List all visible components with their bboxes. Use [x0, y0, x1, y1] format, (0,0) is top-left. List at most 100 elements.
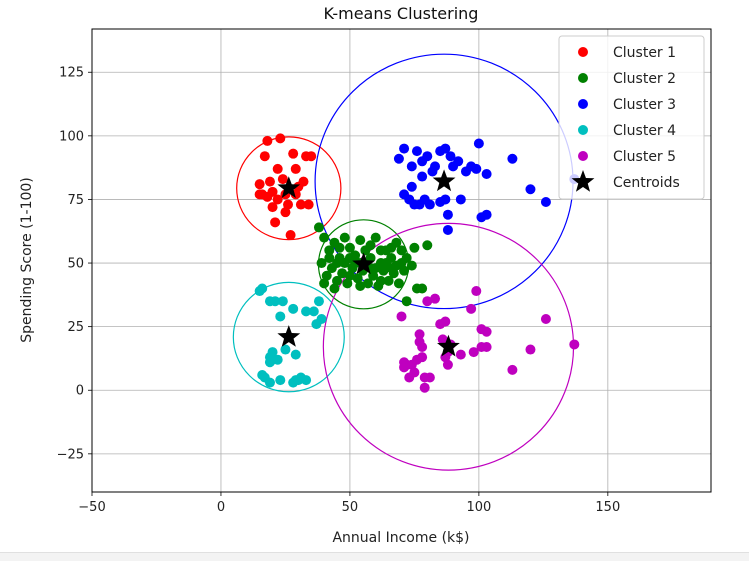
- cluster-1-point: [264, 176, 275, 187]
- cluster-1-point: [290, 163, 301, 174]
- cluster-5-point: [468, 347, 479, 358]
- cluster-4-point: [257, 283, 268, 294]
- cluster-2-point: [388, 268, 399, 279]
- cluster-4-point: [316, 314, 327, 325]
- cluster-1-point: [272, 194, 283, 205]
- cluster-3-point: [455, 194, 466, 205]
- cluster-3-point: [481, 169, 492, 180]
- cluster-4-point: [275, 311, 286, 322]
- cluster-1-point: [288, 148, 299, 159]
- centroid-star: [437, 334, 460, 357]
- y-tick-label: 125: [59, 66, 84, 81]
- cluster-3-point: [442, 209, 453, 220]
- y-tick-label: 0: [76, 384, 84, 399]
- output-cell-footer: [0, 552, 749, 561]
- cluster-2-point: [355, 235, 366, 246]
- cluster-3-point: [540, 196, 551, 207]
- cluster-3-point: [448, 161, 459, 172]
- cluster-3-point: [440, 143, 451, 154]
- cluster-2-point: [393, 278, 404, 289]
- cluster-4-point: [301, 306, 312, 317]
- cluster-3-point: [481, 209, 492, 220]
- cluster-2-point: [368, 270, 379, 281]
- cluster-2-point: [332, 258, 343, 269]
- legend-marker-5: [578, 151, 588, 161]
- cluster-3-point: [525, 184, 536, 195]
- cluster-2-point: [370, 232, 381, 243]
- cluster-4-point: [308, 306, 319, 317]
- cluster-1-point: [272, 163, 283, 174]
- cluster-5-point: [430, 293, 441, 304]
- cluster-3-point: [424, 199, 435, 210]
- cluster-5-point: [481, 341, 492, 352]
- cluster-2-point: [332, 275, 343, 286]
- cluster-5-point: [471, 286, 482, 297]
- cluster-4-point: [275, 375, 286, 386]
- cluster-2-point: [339, 232, 350, 243]
- y-tick-label: 50: [67, 257, 84, 272]
- cluster-5-point: [424, 372, 435, 383]
- cluster-1-point: [306, 151, 317, 162]
- cluster-2-point: [352, 273, 363, 284]
- cluster-5-point: [466, 303, 477, 314]
- cluster-2-point: [386, 242, 397, 253]
- cluster-1-point: [277, 174, 288, 185]
- cluster-5-point: [440, 316, 451, 327]
- cluster-2-point: [378, 265, 389, 276]
- cluster-2-point: [365, 240, 376, 251]
- cluster-2-point: [375, 258, 386, 269]
- cluster-2-point: [324, 245, 335, 256]
- legend-label: Cluster 2: [613, 71, 676, 87]
- cluster-4-boundary-circle: [232, 281, 345, 393]
- cluster-1-point: [270, 217, 281, 228]
- cluster-2-point: [344, 252, 355, 263]
- cluster-1-point: [259, 151, 270, 162]
- centroid-star: [277, 325, 301, 347]
- cluster-5-point: [422, 296, 433, 307]
- cluster-4-point: [270, 296, 281, 307]
- cluster-2-point: [386, 252, 397, 263]
- cluster-2-point: [344, 242, 355, 253]
- cluster-1-point: [254, 189, 265, 200]
- centroid-star: [432, 169, 456, 192]
- cluster-2-point: [319, 232, 330, 243]
- cluster-5-point: [481, 326, 492, 337]
- cluster-3-point: [422, 151, 433, 162]
- cluster-3-point: [406, 181, 417, 192]
- y-axis-label: Spending Score (1-100): [19, 177, 35, 343]
- legend-label: Cluster 1: [613, 45, 676, 61]
- cluster-5-point: [396, 311, 407, 322]
- cluster-3-point: [399, 143, 410, 154]
- cluster-5-point: [414, 329, 425, 340]
- legend: Cluster 1 Cluster 2 Cluster 3 Cluster 4 Clus…: [558, 35, 705, 200]
- cluster-2-point: [319, 278, 330, 289]
- cluster-3-point: [406, 161, 417, 172]
- cluster-5-point: [437, 334, 448, 345]
- cluster-5-point: [569, 339, 580, 350]
- cluster-4-point: [277, 296, 288, 307]
- cluster-2-point: [321, 270, 332, 281]
- cluster-2-point: [316, 258, 327, 269]
- cluster-5-point: [409, 367, 420, 378]
- centroid-star: [277, 176, 301, 198]
- cluster-2-point: [396, 258, 407, 269]
- cluster-2-point: [399, 265, 410, 276]
- cluster-1-point: [275, 133, 286, 144]
- cluster-2-point: [324, 252, 335, 263]
- cluster-3-point: [442, 224, 453, 235]
- cluster-2-point: [375, 275, 386, 286]
- cluster-1-point: [285, 230, 296, 241]
- cluster-5-point: [455, 349, 466, 360]
- centroid-markers: [277, 169, 460, 357]
- cluster-4-point: [272, 354, 283, 365]
- axis-ticks: −50 0 50 100 150 −25 0 25 50 75 100 125: [57, 66, 621, 515]
- cluster-2-point: [334, 242, 345, 253]
- cluster-2-point: [342, 278, 353, 289]
- cluster-1-point: [254, 179, 265, 190]
- x-tick-label: 50: [342, 500, 359, 515]
- cluster-3-point: [440, 194, 451, 205]
- cluster-4-point: [313, 296, 324, 307]
- cluster-5-point: [540, 314, 551, 325]
- legend-label: Cluster 3: [613, 97, 676, 113]
